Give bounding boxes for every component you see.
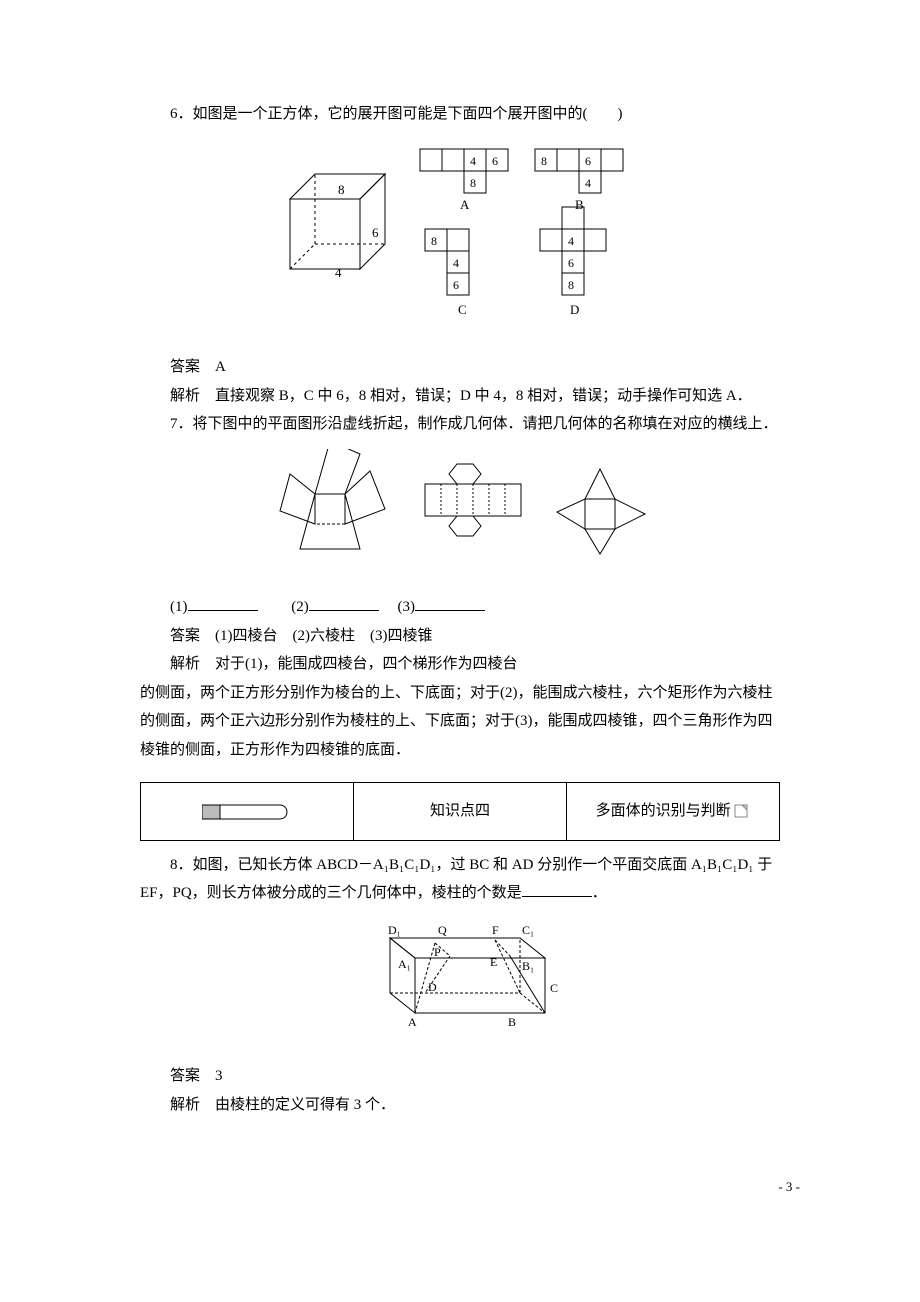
lbl-Q: Q	[438, 923, 447, 937]
q7-analysis-1: 解析 对于(1)，能围成四棱台，四个梯形作为四棱台	[140, 650, 780, 679]
kbox-right-text: 多面体的识别与判断	[596, 803, 731, 819]
lbl-D1: D₁	[388, 923, 401, 937]
optB-label: B	[575, 197, 584, 212]
cube-right-label: 6	[372, 225, 379, 240]
optB-r1c2: 6	[585, 154, 591, 168]
blank-2	[309, 595, 379, 611]
blank-q8	[522, 881, 592, 897]
lbl-D: D	[428, 980, 437, 994]
q6-stem: 6．如图是一个正方体，它的展开图可能是下面四个展开图中的( )	[140, 100, 780, 129]
q6-answer: 答案 A	[140, 353, 780, 382]
blank-1	[188, 595, 258, 611]
lbl-A: A	[408, 1015, 417, 1029]
optC-label: C	[458, 302, 467, 317]
cube-top-label: 8	[338, 182, 345, 197]
optA-r2: 8	[470, 176, 476, 190]
optD-c2: 6	[568, 256, 574, 270]
q7-stem: 7．将下图中的平面图形沿虚线折起，制作成几何体．请把几何体的名称填在对应的横线上…	[140, 410, 780, 439]
q7-analysis-2: 的侧面，两个正方形分别作为棱台的上、下底面；对于(2)，能围成六棱柱，六个矩形作…	[140, 679, 780, 765]
lbl-C: C	[550, 981, 558, 995]
q7-p2: (2)	[291, 599, 309, 615]
optD-c3: 8	[568, 278, 574, 292]
q8-figure: D₁ Q F C₁ A₁ P E B₁ D C A B	[140, 918, 780, 1049]
q8-answer: 答案 3	[140, 1062, 780, 1091]
knowledge-point-row: 知识点四 多面体的识别与判断	[140, 782, 780, 841]
lbl-F: F	[492, 923, 499, 937]
optB-r1c1: 8	[541, 154, 547, 168]
lbl-C1: C₁	[522, 923, 534, 937]
q7-blanks: (1) (2) (3)	[140, 593, 780, 622]
q8-stem: 8．如图，已知长方体 ABCD－A₁B₁C₁D₁，过 BC 和 AD 分别作一个…	[140, 851, 780, 908]
optC-c2: 6	[453, 278, 459, 292]
blank-3	[415, 595, 485, 611]
q6-analysis: 解析 直接观察 B，C 中 6，8 相对，错误；D 中 4，8 相对，错误；动手…	[140, 382, 780, 411]
tag-icon	[202, 802, 292, 822]
optD-label: D	[570, 302, 579, 317]
q7-p3: (3)	[398, 599, 416, 615]
q7-p1: (1)	[170, 599, 188, 615]
optC-c1: 4	[453, 256, 459, 270]
optB-r2: 4	[585, 176, 591, 190]
optD-c1: 4	[568, 234, 574, 248]
q8-analysis: 解析 由棱柱的定义可得有 3 个．	[140, 1091, 780, 1120]
lbl-B1: B₁	[522, 959, 534, 973]
kbox-left	[140, 783, 353, 840]
cube-front-label: 4	[335, 265, 342, 280]
optA-label: A	[460, 197, 470, 212]
lbl-B: B	[508, 1015, 516, 1029]
q6-figure: 8 6 4 4 6 8 A 8 6	[140, 139, 780, 340]
q7-figure	[140, 449, 780, 580]
kbox-mid: 知识点四	[353, 783, 566, 840]
optA-r1c2: 6	[492, 154, 498, 168]
kbox-right: 多面体的识别与判断	[566, 783, 780, 840]
q8-stem-text: 8．如图，已知长方体 ABCD－A₁B₁C₁D₁，过 BC 和 AD 分别作一个…	[140, 857, 772, 902]
lbl-E: E	[490, 955, 497, 969]
optC-left: 8	[431, 234, 437, 248]
lbl-P: P	[434, 945, 441, 959]
page-corner-icon	[734, 804, 750, 820]
page-content: 6．如图是一个正方体，它的展开图可能是下面四个展开图中的( ) 8 6 4	[0, 0, 920, 1179]
lbl-A1: A₁	[398, 957, 411, 971]
q7-answer: 答案 (1)四棱台 (2)六棱柱 (3)四棱锥	[140, 622, 780, 651]
optA-r1c1: 4	[470, 154, 476, 168]
page-footer: - 3 -	[0, 1179, 920, 1225]
